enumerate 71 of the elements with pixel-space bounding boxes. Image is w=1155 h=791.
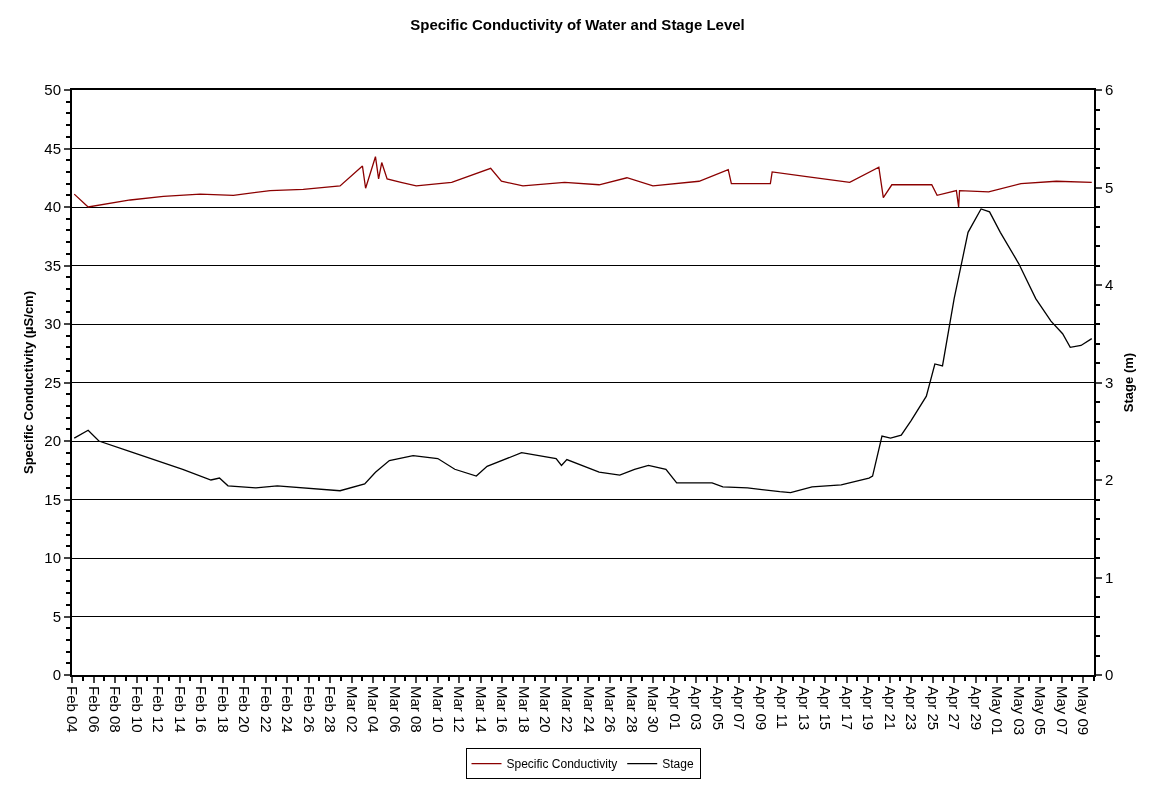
x-tick-label: Mar 30: [645, 686, 663, 733]
y-tick-label: 0: [52, 666, 61, 684]
y-tick-label: 5: [52, 607, 61, 625]
x-tick-label: Mar 22: [558, 686, 576, 733]
x-tick-label: Feb 28: [322, 686, 340, 733]
x-tick-label: May 07: [1053, 686, 1071, 736]
x-tick-label: Mar 20: [537, 686, 555, 733]
x-tick-label: Feb 18: [214, 686, 232, 733]
x-tick-label: May 03: [1010, 686, 1028, 736]
x-tick-label: Feb 16: [193, 686, 211, 733]
x-tick-label: Mar 16: [494, 686, 512, 733]
x-tick-label: Apr 21: [881, 686, 899, 731]
x-tick-label: Feb 14: [171, 686, 189, 733]
y2-tick-label: 0: [1105, 666, 1114, 684]
x-tick-label: May 05: [1032, 686, 1050, 736]
x-tick-label: Apr 07: [731, 686, 749, 731]
x-tick-label: Apr 15: [817, 686, 835, 731]
y2-tick-label: 2: [1105, 471, 1114, 489]
x-tick-label: Apr 01: [666, 686, 684, 731]
x-tick-label: Apr 19: [860, 686, 878, 731]
y2-axis-title: Stage (m): [1121, 352, 1137, 413]
x-tick-label: May 01: [989, 686, 1007, 736]
x-tick-label: Feb 04: [64, 686, 82, 733]
y-tick-label: 45: [44, 139, 61, 157]
y-tick-label: 20: [44, 432, 61, 450]
y-tick-label: 35: [44, 256, 61, 274]
y2-tick-label: 5: [1105, 178, 1114, 196]
y-axis-title: Specific Conductivity (µS/cm): [20, 290, 36, 475]
x-tick-label: Feb 10: [128, 686, 146, 733]
x-tick-label: Apr 25: [924, 686, 942, 731]
y2-tick-label: 1: [1105, 568, 1114, 586]
x-tick-label: Apr 11: [774, 686, 792, 730]
y-tick-label: 25: [44, 373, 61, 391]
x-tick-label: Mar 14: [472, 686, 490, 733]
x-tick-label: Apr 29: [967, 686, 985, 731]
legend-label: Stage: [662, 757, 694, 772]
x-tick-label: Feb 24: [279, 686, 297, 733]
chart-title: Specific Conductivity of Water and Stage Level: [410, 16, 745, 34]
y-tick-label: 50: [44, 81, 61, 99]
x-tick-label: Apr 17: [838, 686, 856, 731]
x-tick-label: Mar 26: [602, 686, 620, 733]
x-tick-label: Mar 12: [451, 686, 469, 733]
x-tick-label: Apr 05: [709, 686, 727, 731]
x-tick-label: Apr 09: [752, 686, 770, 731]
x-tick-label: Feb 12: [150, 686, 168, 733]
x-tick-label: Apr 23: [903, 686, 921, 731]
y-tick-label: 30: [44, 315, 61, 333]
x-tick-label: Apr 13: [795, 686, 813, 731]
x-tick-label: Mar 04: [365, 686, 383, 733]
x-tick-label: Apr 27: [946, 686, 964, 731]
x-tick-label: Feb 26: [300, 686, 318, 733]
y2-tick-label: 3: [1105, 373, 1114, 391]
y2-tick-label: 6: [1105, 81, 1114, 99]
y-tick-label: 10: [44, 549, 61, 567]
x-tick-label: Mar 18: [515, 686, 533, 733]
x-tick-label: Mar 24: [580, 686, 598, 733]
x-tick-label: Feb 20: [236, 686, 254, 733]
x-tick-label: Mar 08: [408, 686, 426, 733]
x-tick-label: May 09: [1075, 686, 1093, 736]
x-tick-label: Feb 06: [85, 686, 103, 733]
x-tick-label: Mar 06: [386, 686, 404, 733]
y2-tick-label: 4: [1105, 276, 1114, 294]
x-tick-label: Feb 22: [257, 686, 275, 733]
x-tick-label: Mar 02: [343, 686, 361, 733]
legend-label: Specific Conductivity: [506, 757, 618, 772]
x-tick-label: Mar 28: [623, 686, 641, 733]
y-tick-label: 15: [44, 490, 61, 508]
x-tick-label: Apr 03: [688, 686, 706, 731]
y-tick-label: 40: [44, 198, 61, 216]
x-tick-label: Feb 08: [107, 686, 125, 733]
x-tick-label: Mar 10: [429, 686, 447, 733]
